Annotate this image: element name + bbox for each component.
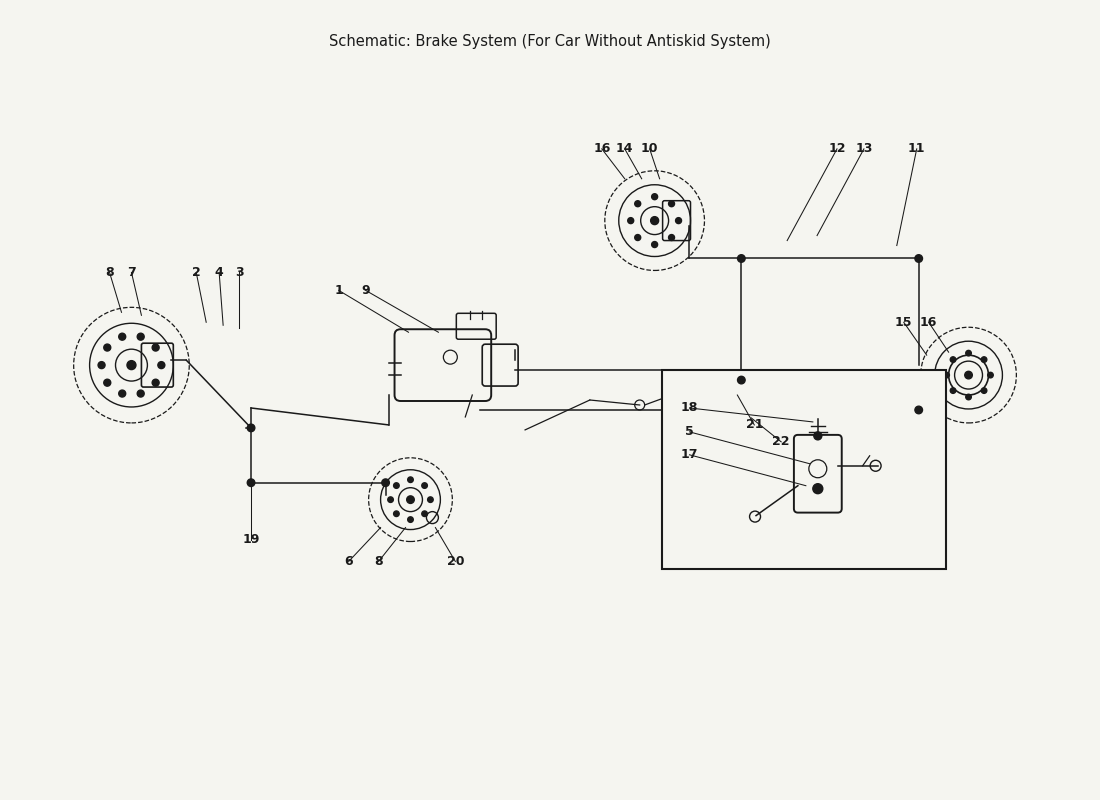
Circle shape [119, 390, 125, 397]
Text: 19: 19 [242, 533, 260, 546]
Circle shape [421, 511, 428, 517]
Circle shape [950, 357, 956, 362]
Circle shape [158, 362, 165, 369]
Text: 22: 22 [772, 435, 790, 448]
Circle shape [126, 361, 136, 370]
Circle shape [981, 388, 987, 394]
Circle shape [944, 372, 949, 378]
Circle shape [98, 362, 106, 369]
Circle shape [119, 334, 125, 340]
Text: 17: 17 [681, 448, 698, 462]
Circle shape [651, 242, 658, 247]
Circle shape [248, 479, 255, 486]
Circle shape [950, 388, 956, 394]
Circle shape [394, 482, 399, 488]
Text: 16: 16 [920, 316, 937, 329]
Circle shape [635, 234, 640, 241]
Text: 13: 13 [855, 142, 872, 155]
Circle shape [138, 334, 144, 340]
Circle shape [103, 379, 111, 386]
Circle shape [138, 390, 144, 397]
Text: 21: 21 [746, 418, 763, 431]
Circle shape [394, 511, 399, 517]
Text: 7: 7 [128, 266, 135, 279]
Text: 16: 16 [593, 142, 611, 155]
Text: 15: 15 [895, 316, 913, 329]
Text: 2: 2 [191, 266, 200, 279]
Circle shape [248, 424, 255, 432]
Circle shape [650, 217, 659, 225]
Circle shape [966, 350, 971, 356]
Circle shape [737, 254, 745, 262]
Text: 11: 11 [908, 142, 925, 155]
Circle shape [628, 218, 634, 224]
Circle shape [966, 394, 971, 400]
Circle shape [915, 406, 923, 414]
Circle shape [737, 376, 745, 384]
Circle shape [651, 194, 658, 200]
Text: 1: 1 [334, 284, 343, 297]
Circle shape [965, 371, 972, 379]
Circle shape [408, 477, 414, 482]
Text: 3: 3 [234, 266, 243, 279]
Circle shape [675, 218, 682, 224]
Circle shape [669, 234, 674, 241]
Bar [661, 370, 946, 570]
Text: 8: 8 [374, 555, 383, 568]
Text: 10: 10 [641, 142, 659, 155]
Circle shape [421, 482, 428, 488]
Text: Schematic: Brake System (For Car Without Antiskid System): Schematic: Brake System (For Car Without… [329, 34, 771, 49]
Circle shape [407, 496, 415, 503]
Circle shape [152, 344, 160, 351]
Circle shape [103, 344, 111, 351]
Circle shape [669, 201, 674, 206]
Text: 20: 20 [447, 555, 464, 568]
Text: 8: 8 [106, 266, 113, 279]
Circle shape [813, 484, 823, 494]
Text: 9: 9 [361, 284, 370, 297]
Circle shape [388, 497, 394, 502]
Text: 18: 18 [681, 402, 698, 414]
Text: 5: 5 [685, 426, 694, 438]
Text: 14: 14 [616, 142, 634, 155]
Text: 4: 4 [214, 266, 223, 279]
Circle shape [635, 201, 640, 206]
Circle shape [382, 479, 389, 486]
Text: 12: 12 [828, 142, 846, 155]
Circle shape [428, 497, 433, 502]
Circle shape [408, 517, 414, 522]
Circle shape [152, 379, 160, 386]
Circle shape [981, 357, 987, 362]
Circle shape [915, 254, 923, 262]
Circle shape [988, 372, 993, 378]
Text: 6: 6 [344, 555, 353, 568]
Circle shape [814, 432, 822, 440]
